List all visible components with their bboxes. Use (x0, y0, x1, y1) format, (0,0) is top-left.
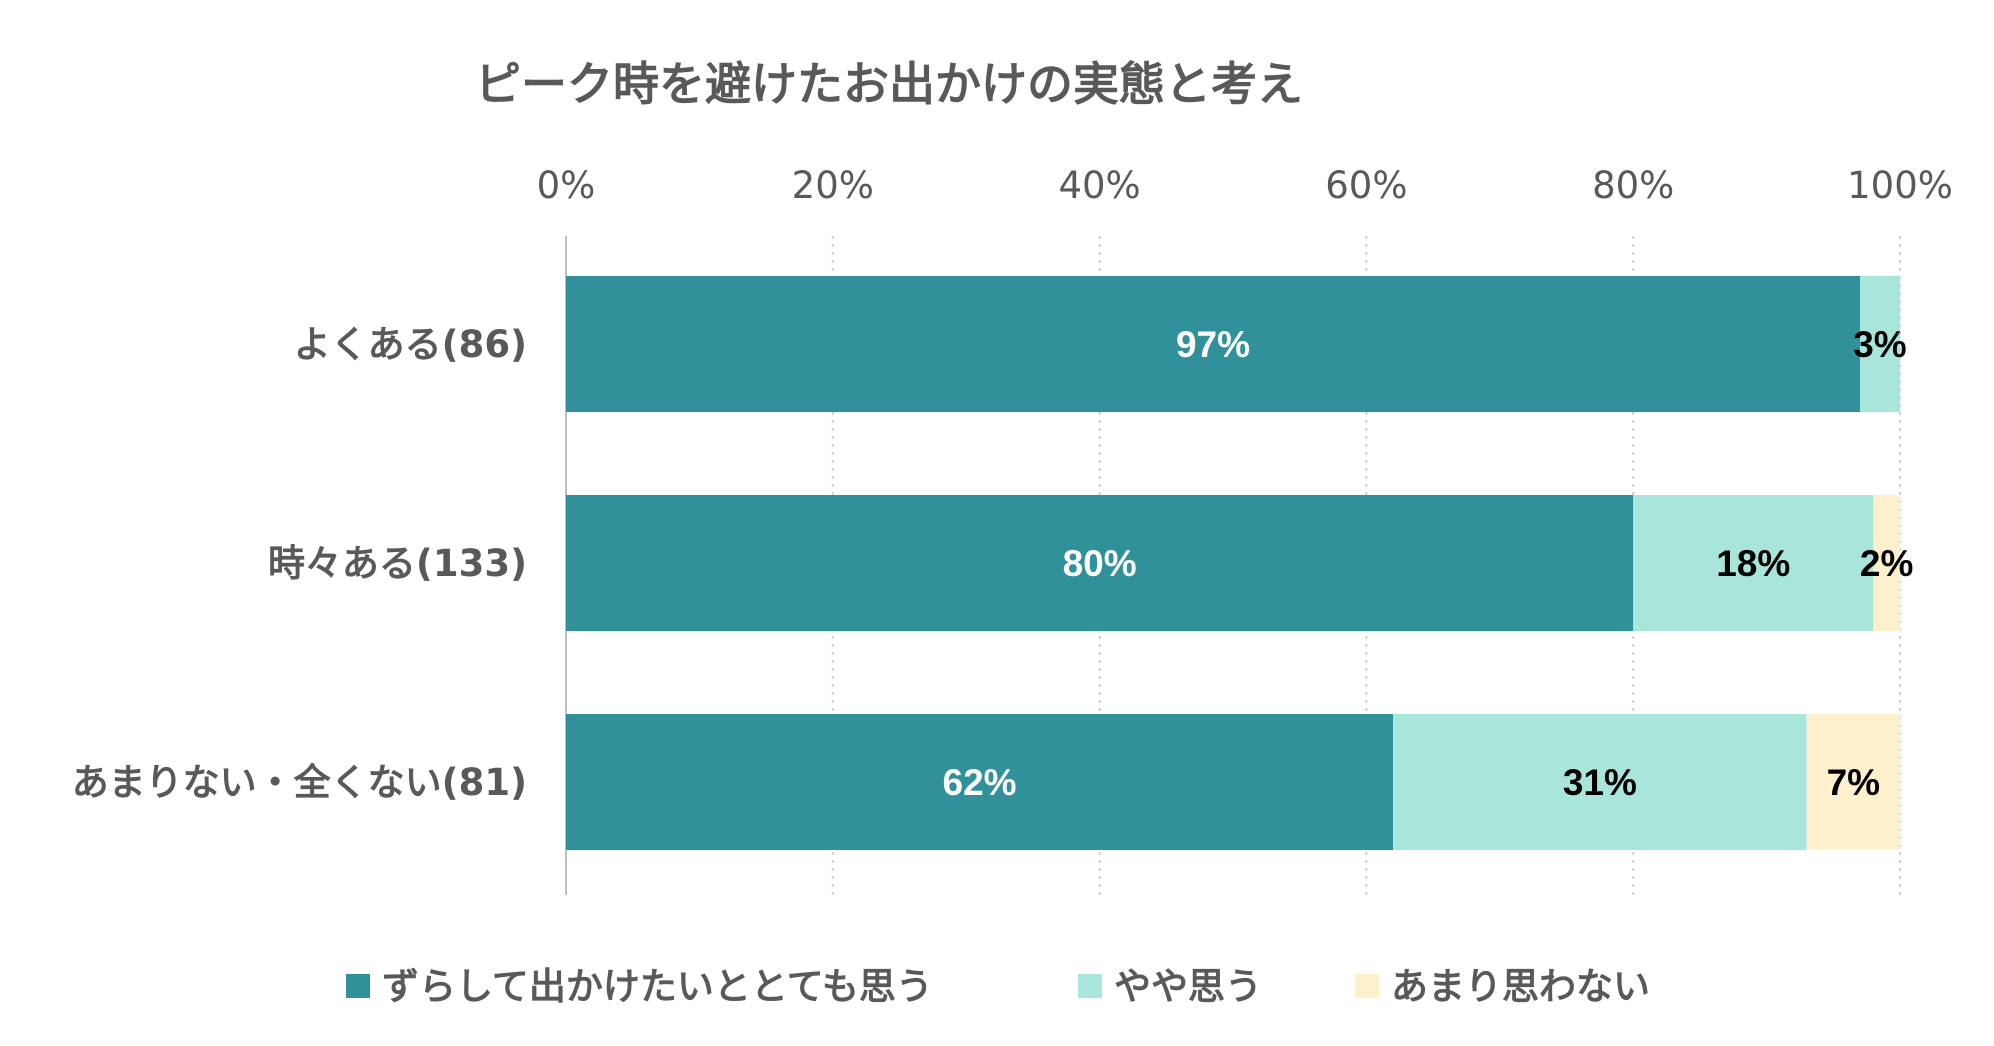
bar-segment (566, 495, 1634, 631)
data-label: 62% (943, 762, 1017, 803)
legend-swatch (1355, 974, 1379, 998)
legend-swatch (1078, 974, 1102, 998)
legend-label: あまり思わない (1391, 965, 1650, 1008)
bars: 97% 3% 80% 18% 2% 62% 31% 7% (566, 276, 1913, 850)
category-labels: よくある(86) 時々ある(133) あまりない・全くない(81) (72, 323, 527, 804)
x-axis-ticks: 0% 20% 40% 60% 80% 100% (537, 164, 1953, 207)
x-tick-label: 60% (1325, 164, 1407, 207)
x-tick-label: 0% (537, 164, 596, 207)
data-label: 2% (1860, 543, 1913, 584)
data-label: 3% (1853, 324, 1906, 365)
x-tick-label: 40% (1058, 164, 1140, 207)
legend-swatch (346, 974, 370, 998)
data-label: 31% (1563, 762, 1637, 803)
data-label: 97% (1176, 324, 1250, 365)
x-tick-label: 80% (1592, 164, 1674, 207)
data-label: 18% (1716, 543, 1790, 584)
bar-segment (1859, 276, 1900, 412)
chart-title: ピーク時を避けたお出かけの実態と考え (475, 57, 1303, 111)
data-label: 80% (1063, 543, 1137, 584)
bar-segment (1873, 495, 1900, 631)
legend-label: ずらして出かけたいととても思う (382, 965, 933, 1008)
x-tick-label: 100% (1847, 164, 1953, 207)
bar-segment (566, 276, 1860, 412)
bar-segment (1806, 714, 1900, 850)
bar-segment (566, 714, 1394, 850)
legend-label: やや思う (1114, 965, 1262, 1008)
category-label: 時々ある(133) (268, 542, 527, 585)
legend: ずらして出かけたいととても思う やや思う あまり思わない (346, 965, 1650, 1008)
category-label: あまりない・全くない(81) (72, 761, 527, 804)
data-label: 7% (1827, 762, 1880, 803)
bar-segment (1393, 714, 1807, 850)
bar-segment (1633, 495, 1874, 631)
x-tick-label: 20% (792, 164, 874, 207)
category-label: よくある(86) (294, 323, 527, 366)
